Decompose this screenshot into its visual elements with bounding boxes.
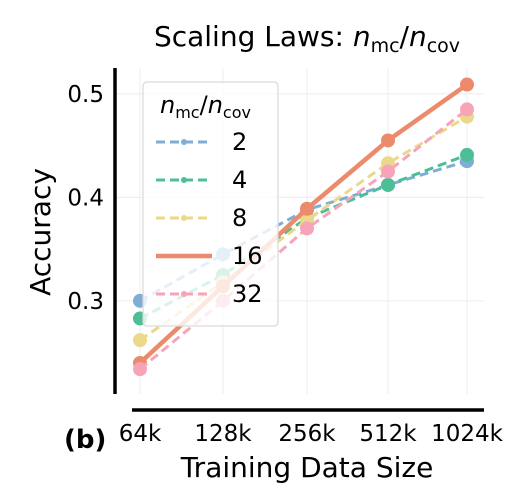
legend-entry-32: 32 [156, 280, 263, 308]
data-point [460, 102, 474, 117]
y-tick-label: 0.3 [67, 289, 104, 315]
y-tick-labels: 0.3 0.4 0.5 [67, 82, 104, 315]
legend-entry-2: 2 [156, 128, 247, 156]
legend-entry-8: 8 [156, 204, 247, 232]
x-tick-label: 64k [119, 421, 162, 447]
legend-marker [181, 291, 187, 297]
data-point [381, 177, 395, 192]
y-axis-label: Accuracy [24, 168, 57, 296]
x-tick-label: 128k [194, 421, 252, 447]
legend-entry-16: 16 [156, 242, 263, 270]
data-point [133, 333, 147, 348]
panel-label: (b) [64, 425, 106, 455]
legend: nmc/ncov 2 4 8 16 32 [142, 81, 279, 327]
x-tick-label: 512k [359, 421, 417, 447]
legend-marker [181, 139, 187, 145]
data-point [300, 221, 314, 236]
legend-label: 32 [232, 280, 263, 308]
legend-label: 4 [232, 166, 247, 194]
legend-marker [181, 215, 187, 221]
chart-title: Scaling Laws: nmc/ncov [154, 20, 460, 57]
data-point [300, 201, 314, 216]
x-tick-labels: 64k 128k 256k 512k 1024k [119, 421, 504, 447]
legend-label: 8 [232, 204, 247, 232]
y-tick-label: 0.4 [67, 185, 104, 211]
x-tick-label: 1024k [431, 421, 504, 447]
data-point [460, 77, 474, 92]
legend-title: nmc/ncov [160, 91, 251, 122]
x-tick-label: 256k [278, 421, 336, 447]
data-point [133, 362, 147, 377]
data-point [460, 147, 474, 162]
legend-label: 2 [232, 128, 247, 156]
legend-entry-4: 4 [156, 166, 247, 194]
data-point [381, 133, 395, 148]
legend-marker [181, 177, 187, 183]
data-point [381, 164, 395, 179]
legend-label: 16 [232, 242, 263, 270]
y-tick-label: 0.5 [67, 82, 104, 108]
x-axis-label: Training Data Size [180, 451, 434, 484]
